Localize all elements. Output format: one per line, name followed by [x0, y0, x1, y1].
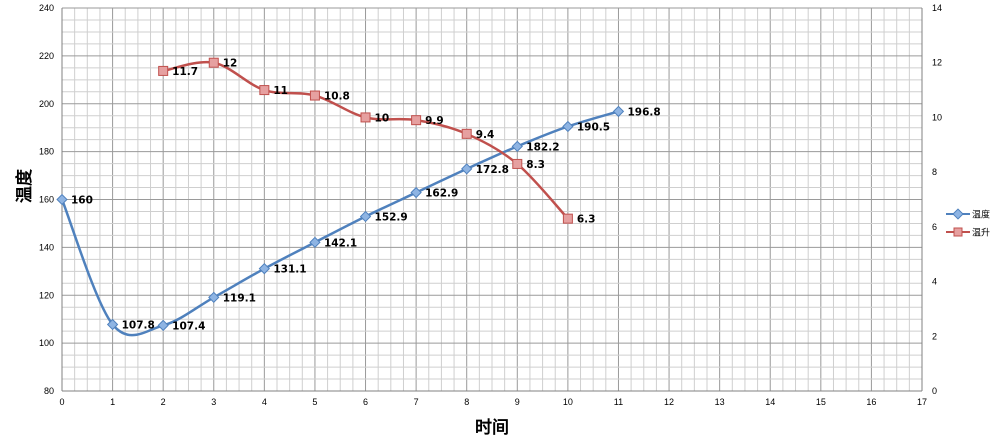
y-tick-label: 240 — [39, 3, 54, 13]
data-label-temperature-rise: 11.7 — [172, 66, 198, 78]
data-point-temperature-rise — [360, 112, 371, 123]
data-point-temperature — [258, 263, 271, 275]
x-tick-label: 2 — [161, 397, 166, 407]
chart-series — [56, 57, 625, 337]
data-point-temperature — [309, 236, 321, 249]
y2-tick-label: 10 — [932, 112, 942, 122]
x-tick-label: 14 — [765, 397, 775, 407]
data-point-temperature-rise — [512, 158, 523, 169]
y-tick-label: 200 — [39, 99, 54, 109]
x-axis-title: 时间 — [475, 417, 509, 438]
data-label-temperature-rise: 8.3 — [526, 159, 545, 171]
y2-tick-label: 14 — [932, 3, 942, 13]
data-label-temperature-rise: 9.9 — [425, 115, 444, 127]
data-point-temperature — [208, 291, 220, 304]
data-label-temperature: 107.8 — [122, 319, 155, 331]
x-tick-label: 8 — [464, 397, 469, 407]
y-tick-label: 220 — [39, 51, 54, 61]
x-tick-label: 5 — [312, 397, 317, 407]
y2-tick-label: 8 — [932, 167, 937, 177]
data-point-temperature — [359, 210, 372, 223]
data-label-temperature: 190.5 — [577, 121, 610, 133]
data-label-temperature: 162.9 — [425, 188, 458, 200]
legend-diamond-icon — [952, 208, 964, 220]
data-point-temperature-rise — [309, 90, 320, 101]
x-tick-label: 1 — [110, 397, 115, 407]
y2-tick-label: 0 — [932, 386, 937, 396]
data-point-temperature — [410, 186, 422, 199]
x-tick-label: 0 — [59, 397, 64, 407]
chart-legend: 温度 温升 — [946, 208, 990, 239]
y2-tick-label: 6 — [932, 222, 937, 232]
y2-tick-label: 2 — [932, 331, 937, 341]
y2-tick-label: 12 — [932, 58, 942, 68]
data-point-temperature — [511, 140, 523, 153]
x-tick-label: 7 — [414, 397, 419, 407]
data-label-temperature-rise: 9.4 — [476, 129, 495, 141]
data-label-temperature-rise: 12 — [223, 58, 238, 70]
legend-label-temperature-rise: 温升 — [972, 228, 990, 239]
x-tick-label: 11 — [614, 397, 623, 407]
chart-data-labels: 160 107.8 107.4 119.1 131.1 142.1 152.9 162.9 17… — [71, 58, 661, 333]
x-tick-label: 6 — [363, 397, 368, 407]
data-point-temperature — [106, 318, 119, 331]
y-tick-label: 100 — [39, 338, 54, 348]
data-point-temperature-rise — [259, 85, 270, 96]
data-label-temperature: 182.2 — [526, 141, 559, 153]
data-label-temperature: 142.1 — [324, 237, 357, 249]
data-label-temperature: 172.8 — [476, 164, 509, 176]
data-point-temperature-rise — [411, 115, 422, 126]
chart-grid — [61, 7, 923, 392]
data-label-temperature: 107.4 — [172, 320, 205, 332]
x-tick-label: 10 — [563, 397, 573, 407]
data-point-temperature — [562, 120, 574, 133]
data-point-temperature — [56, 193, 68, 206]
data-point-temperature — [461, 163, 473, 175]
y-tick-label: 140 — [39, 242, 54, 252]
y-tick-label: 120 — [39, 290, 54, 300]
y-tick-label: 160 — [39, 195, 54, 205]
y-tick-label: 80 — [44, 386, 54, 396]
x-tick-label: 16 — [866, 397, 876, 407]
data-label-temperature-rise: 10.8 — [324, 91, 350, 103]
y2-tick-label: 4 — [932, 277, 937, 287]
chart-axes: 0 1 2 3 4 5 6 7 8 9 10 11 12 13 14 15 16 1780100120140160… — [39, 3, 942, 407]
data-label-temperature: 196.8 — [627, 106, 660, 118]
x-tick-label: 9 — [515, 397, 520, 407]
x-tick-label: 4 — [262, 397, 267, 407]
y-tick-label: 180 — [39, 147, 54, 157]
data-point-temperature-rise — [158, 65, 169, 76]
data-label-temperature-rise: 6.3 — [577, 214, 596, 226]
legend-item-temperature-rise: 温升 — [946, 227, 990, 239]
data-point-temperature-rise — [562, 213, 573, 224]
data-point-temperature — [157, 319, 169, 332]
legend-label-temperature: 温度 — [972, 209, 990, 221]
legend-item-temperature: 温度 — [946, 208, 990, 221]
x-tick-label: 13 — [715, 397, 725, 407]
data-label-temperature: 152.9 — [375, 211, 408, 223]
x-tick-label: 3 — [211, 397, 216, 407]
x-tick-label: 12 — [664, 397, 674, 407]
data-label-temperature-rise: 11 — [273, 85, 288, 97]
x-tick-label: 17 — [917, 397, 927, 407]
data-label-temperature: 131.1 — [273, 264, 306, 276]
y-axis-title: 温度 — [14, 168, 35, 203]
data-label-temperature: 119.1 — [223, 292, 256, 304]
data-point-temperature-rise — [208, 57, 219, 68]
data-label-temperature: 160 — [71, 195, 93, 207]
legend-square-icon — [953, 227, 963, 237]
data-label-temperature-rise: 10 — [375, 112, 390, 124]
data-point-temperature-rise — [461, 128, 472, 139]
x-tick-label: 15 — [816, 397, 826, 407]
data-point-temperature — [612, 105, 625, 118]
